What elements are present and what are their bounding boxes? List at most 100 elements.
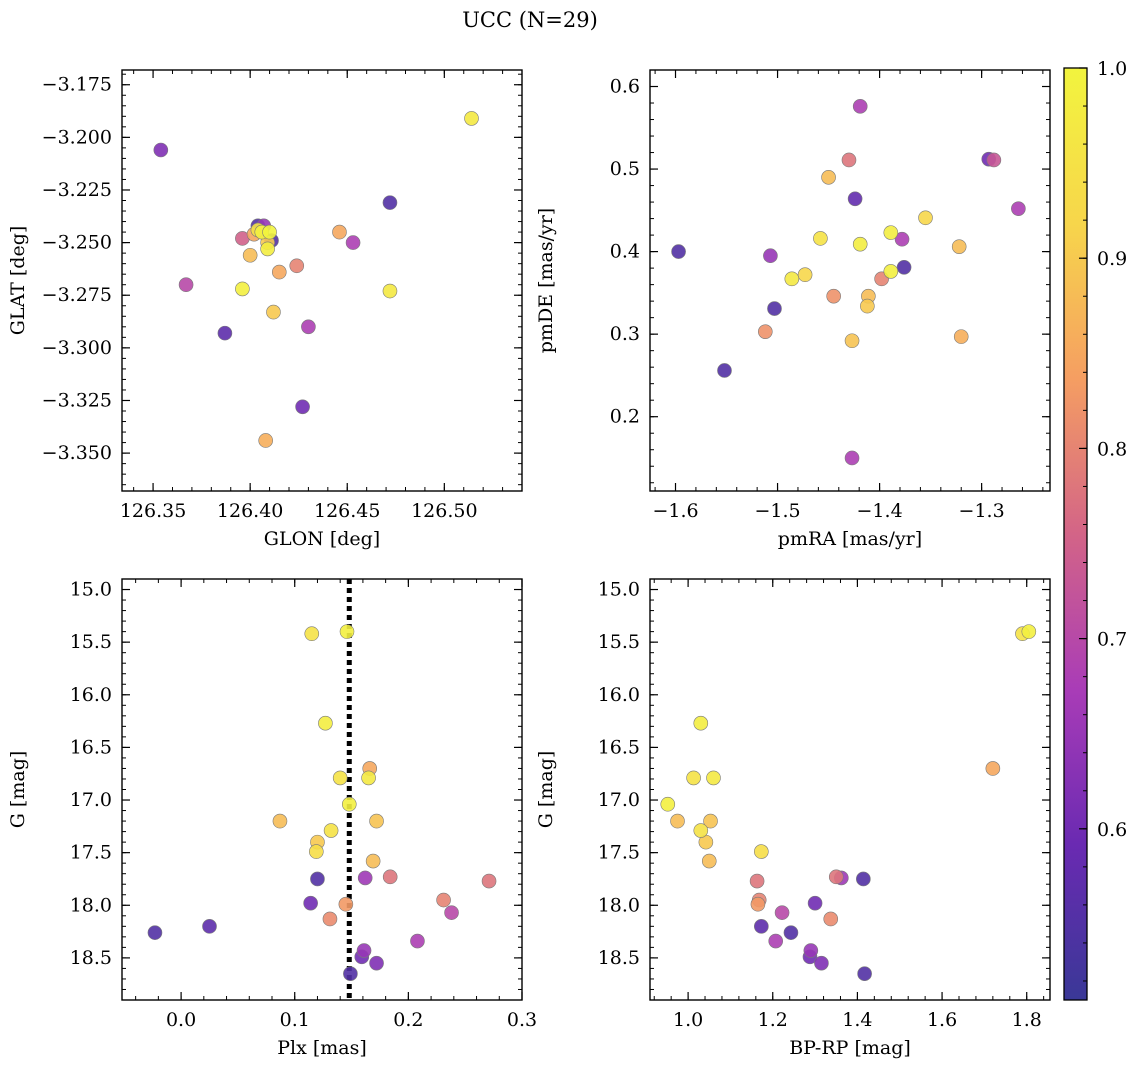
scatter-point (1011, 201, 1026, 216)
scatter-point (153, 142, 169, 158)
scatter-point (803, 943, 819, 958)
scatter-point (332, 224, 347, 240)
y-tick-label: 18.5 (70, 947, 112, 969)
scatter-point (860, 298, 875, 314)
y-tick-label: 16.5 (598, 736, 640, 758)
x-tick-label: 0.1 (280, 1009, 310, 1031)
y-tick-label: 0.4 (610, 241, 640, 263)
x-axis-label: GLON [deg] (264, 528, 380, 550)
scatter-point (754, 919, 769, 934)
scatter-point (202, 919, 217, 934)
scatter-point (828, 869, 844, 885)
x-tick-label: 126.45 (314, 500, 380, 522)
x-tick-label: 126.40 (217, 500, 283, 522)
scatter-point (883, 264, 899, 279)
scatter-point (356, 943, 372, 958)
scatter-point (821, 170, 836, 185)
scatter-panels: 126.35 126.40 126.45 126.50 −3.175 −3.200 −3.2… (7, 69, 1051, 1059)
scatter-point (701, 853, 717, 869)
x-tick-label: 1.6 (927, 1009, 957, 1031)
scatter-point (823, 911, 839, 927)
scatter-point (272, 813, 288, 829)
scatter-point (178, 277, 194, 293)
scatter-point (826, 288, 841, 304)
scatter-point (289, 258, 305, 274)
scatter-points (671, 99, 1026, 466)
scatter-point (444, 905, 459, 920)
y-tick-label: 16.0 (70, 684, 112, 706)
scatter-point (262, 224, 277, 240)
scatter-point (369, 813, 384, 829)
scatter-point (894, 231, 910, 247)
x-tick-label: 1.4 (842, 1009, 872, 1031)
x-axis-label: BP-RP [mag] (789, 1037, 911, 1059)
x-tick-label: 126.50 (411, 500, 477, 522)
scatter-point (856, 871, 871, 887)
scatter-point (323, 823, 339, 838)
scatter-point (318, 715, 333, 731)
y-tick-label: 17.0 (70, 789, 112, 811)
scatter-point (301, 319, 316, 335)
x-tick-label: 1.0 (673, 1009, 703, 1031)
scatter-point (686, 770, 701, 786)
scatter-point (436, 892, 451, 908)
scatter-point (341, 796, 357, 812)
scatter-point (217, 325, 233, 341)
scatter-point (985, 761, 1001, 776)
scatter-point (382, 195, 398, 210)
scatter-point (883, 225, 899, 240)
scatter-point (1021, 624, 1037, 639)
scatter-point (703, 813, 718, 829)
scatter-point (339, 624, 355, 639)
scatter-point (345, 235, 361, 250)
scatter-point (369, 955, 384, 971)
scatter-point (660, 796, 676, 812)
axes-frame (649, 578, 1051, 1001)
scatter-point (242, 247, 258, 263)
scatter-point (481, 873, 497, 889)
scatter-point (814, 955, 829, 971)
y-tick-label: −3.175 (42, 74, 112, 96)
scatter-point (357, 870, 373, 886)
scatter-point (410, 933, 425, 949)
scatter-point (147, 925, 163, 940)
scatter-point (309, 844, 324, 859)
axes-frame (649, 69, 1051, 492)
y-tick-label: 0.6 (610, 76, 640, 98)
y-axis-label: G [mag] (535, 751, 557, 829)
y-tick-label: 17.5 (598, 842, 640, 864)
y-tick-label: 0.5 (610, 158, 640, 180)
scatter-point (763, 248, 778, 264)
x-tick-label: 0.2 (393, 1009, 423, 1031)
scatter-point (749, 873, 765, 889)
axes-frame (121, 69, 523, 492)
scatter-point (670, 813, 685, 829)
scatter-point (807, 895, 823, 911)
colorbar-tick-label: 0.7 (1097, 629, 1127, 651)
y-tick-label: 15.5 (70, 631, 112, 653)
scatter-point (235, 281, 250, 297)
panel-bp-rp-g: 1.0 1.2 1.4 1.6 1.8 15.0 15.5 16.0 16.5 17.0 17.5 1… (535, 578, 1051, 1059)
x-tick-label: 0.3 (507, 1009, 537, 1031)
scatter-point (918, 210, 933, 226)
y-tick-label: 18.0 (598, 894, 640, 916)
scatter-point (774, 905, 790, 920)
y-tick-label: 18.5 (598, 947, 640, 969)
panel-pmra-pmde: −1.6 −1.5 −1.4 −1.3 0.2 0.3 0.4 0.5 0.6 pmRA [mas… (535, 69, 1051, 550)
scatter-point (382, 869, 398, 885)
x-tick-label: 0.0 (166, 1009, 196, 1031)
y-tick-label: 17.0 (598, 789, 640, 811)
scatter-point (844, 333, 860, 349)
scatter-point (693, 715, 709, 731)
scatter-point (852, 99, 868, 114)
y-tick-label: 16.5 (70, 736, 112, 758)
y-tick-label: −3.275 (42, 284, 112, 306)
scatter-point (767, 301, 782, 316)
scatter-point (750, 896, 766, 912)
y-tick-label: 0.2 (610, 406, 640, 428)
y-tick-label: 0.3 (610, 323, 640, 345)
x-tick-label: −1.4 (857, 500, 903, 522)
colorbar: 0.6 0.7 0.8 0.9 1.0 (1063, 58, 1127, 1001)
y-tick-label: −3.200 (42, 126, 112, 148)
y-tick-label: −3.300 (42, 337, 112, 359)
